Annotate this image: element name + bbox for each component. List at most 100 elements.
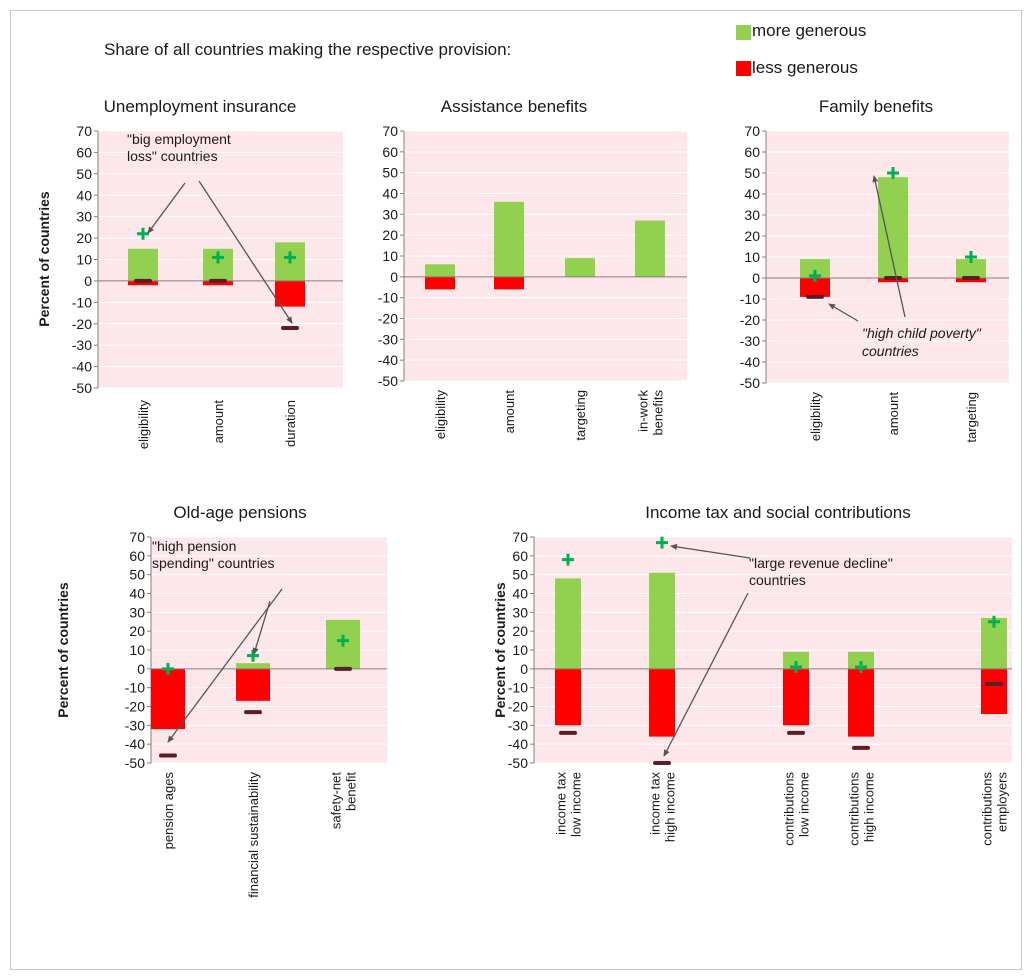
marker-plus-contributions-employers [988, 615, 1000, 628]
y-tick-label: 70 [512, 529, 528, 545]
annotation-arrow [147, 182, 186, 234]
y-tick-label: 60 [512, 548, 528, 564]
annotation-text: loss" countries [127, 148, 218, 164]
annotation-text: "high child poverty" [862, 325, 982, 341]
bar-more-in-work-benefits [635, 220, 665, 277]
x-tick-label-amount: amount [502, 390, 517, 434]
y-tick-label: 60 [129, 548, 145, 564]
intro-text: Share of all countries making the respec… [104, 40, 512, 59]
marker-plus-targeting [965, 251, 977, 263]
y-tick-label: 10 [76, 252, 92, 268]
y-tick-label: -20 [378, 311, 398, 327]
y-tick-label: -40 [72, 359, 92, 375]
y-tick-label: 20 [382, 227, 398, 243]
y-tick-label: 70 [129, 529, 145, 545]
y-tick-label: -40 [378, 352, 398, 368]
x-tick-label-income-tax-high-income: income taxhigh income [648, 772, 678, 843]
y-tick-label: 30 [744, 207, 760, 223]
legend-label-less: less generous [752, 58, 858, 77]
y-tick-label: -20 [72, 316, 92, 332]
y-tick-label: 30 [382, 206, 398, 222]
x-tick-label-eligibility: eligibility [136, 400, 151, 450]
y-tick-label: -10 [125, 680, 145, 696]
annotation-arrow [828, 303, 859, 322]
y-tick-label: 0 [390, 269, 398, 285]
marker-plus-amount [212, 251, 224, 264]
x-tick-label-amount: amount [211, 400, 226, 444]
bar-less-pension-ages [151, 668, 185, 730]
bar-less-eligibility [128, 280, 158, 286]
bar-more-eligibility [800, 259, 830, 278]
bar-less-contributions-employers [981, 668, 1007, 715]
bar-less-amount [203, 280, 233, 286]
y-tick-label: -30 [508, 717, 528, 733]
figure-frame [10, 10, 1022, 970]
x-tick-label-financial-sustainability: financial sustainability [246, 772, 261, 898]
legend-swatch-less [736, 61, 751, 76]
chart-title: Assistance benefits [441, 97, 587, 116]
x-tick-label-contributions-high-income: contributionshigh income [847, 772, 877, 846]
marker-plus-income-tax-high-income [656, 536, 668, 549]
annotation-text: spending" countries [152, 555, 275, 571]
y-tick-label: -10 [378, 290, 398, 306]
annotation-text: countries [862, 343, 919, 359]
y-tick-label: -30 [125, 717, 145, 733]
y-tick-label: -20 [508, 699, 528, 715]
y-tick-label: 40 [129, 586, 145, 602]
y-tick-label: -30 [740, 333, 760, 349]
y-tick-label: 50 [76, 166, 92, 182]
y-tick-label: -50 [740, 375, 760, 391]
bar-less-amount [878, 278, 908, 283]
y-axis-label: Percent of countries [492, 582, 508, 718]
y-tick-label: -40 [740, 354, 760, 370]
y-tick-label: 20 [129, 623, 145, 639]
x-tick-label-safety-net-benefit: safety-netbenefit [329, 772, 359, 829]
bar-less-duration [275, 280, 305, 307]
marker-plus-contributions-high-income [855, 660, 867, 673]
bar-more-targeting [565, 258, 595, 277]
x-tick-label-contributions-low-income: contributionslow income [782, 772, 812, 846]
y-tick-label: -10 [740, 291, 760, 307]
marker-plus-duration [284, 251, 296, 264]
y-tick-label: -50 [508, 755, 528, 771]
chart-title: Income tax and social contributions [645, 503, 911, 522]
bar-less-eligibility [425, 276, 455, 290]
y-tick-label: 10 [382, 248, 398, 264]
y-tick-label: 40 [744, 186, 760, 202]
x-tick-label-eligibility: eligibility [433, 390, 448, 440]
annotation-text: countries [749, 572, 806, 588]
y-tick-label: -30 [378, 331, 398, 347]
marker-plus-amount [887, 167, 899, 179]
y-tick-label: 50 [512, 567, 528, 583]
x-tick-label-targeting: targeting [964, 392, 979, 443]
annotation-arrow [872, 175, 906, 318]
x-tick-label-eligibility: eligibility [808, 392, 823, 442]
y-tick-label: 60 [382, 144, 398, 160]
bar-more-financial-sustainability [236, 663, 270, 669]
bar-more-amount [494, 201, 524, 277]
y-tick-label: -10 [72, 294, 92, 310]
annotation-arrow [252, 600, 271, 655]
annotation-arrow [663, 592, 749, 757]
y-axis-label: Percent of countries [36, 191, 52, 327]
y-tick-label: 20 [744, 228, 760, 244]
y-tick-label: 70 [382, 123, 398, 139]
annotation-text: "big employment [127, 131, 231, 147]
y-tick-label: 60 [76, 144, 92, 160]
y-tick-label: 50 [129, 567, 145, 583]
y-tick-label: -30 [72, 337, 92, 353]
x-tick-label-contributions-employers: contributionsemployers [980, 772, 1010, 846]
y-tick-label: -20 [740, 312, 760, 328]
x-tick-label-pension-ages: pension ages [161, 772, 176, 850]
annotation-text: "high pension [152, 538, 236, 554]
chart-title: Unemployment insurance [104, 97, 297, 116]
legend-label-more: more generous [752, 21, 867, 40]
y-tick-label: -50 [125, 755, 145, 771]
bar-less-financial-sustainability [236, 668, 270, 701]
marker-plus-income-tax-low-income [562, 553, 574, 566]
bar-less-income-tax-high-income [649, 668, 675, 737]
x-tick-label-in-work-benefits: in-workbenefits [636, 390, 666, 436]
